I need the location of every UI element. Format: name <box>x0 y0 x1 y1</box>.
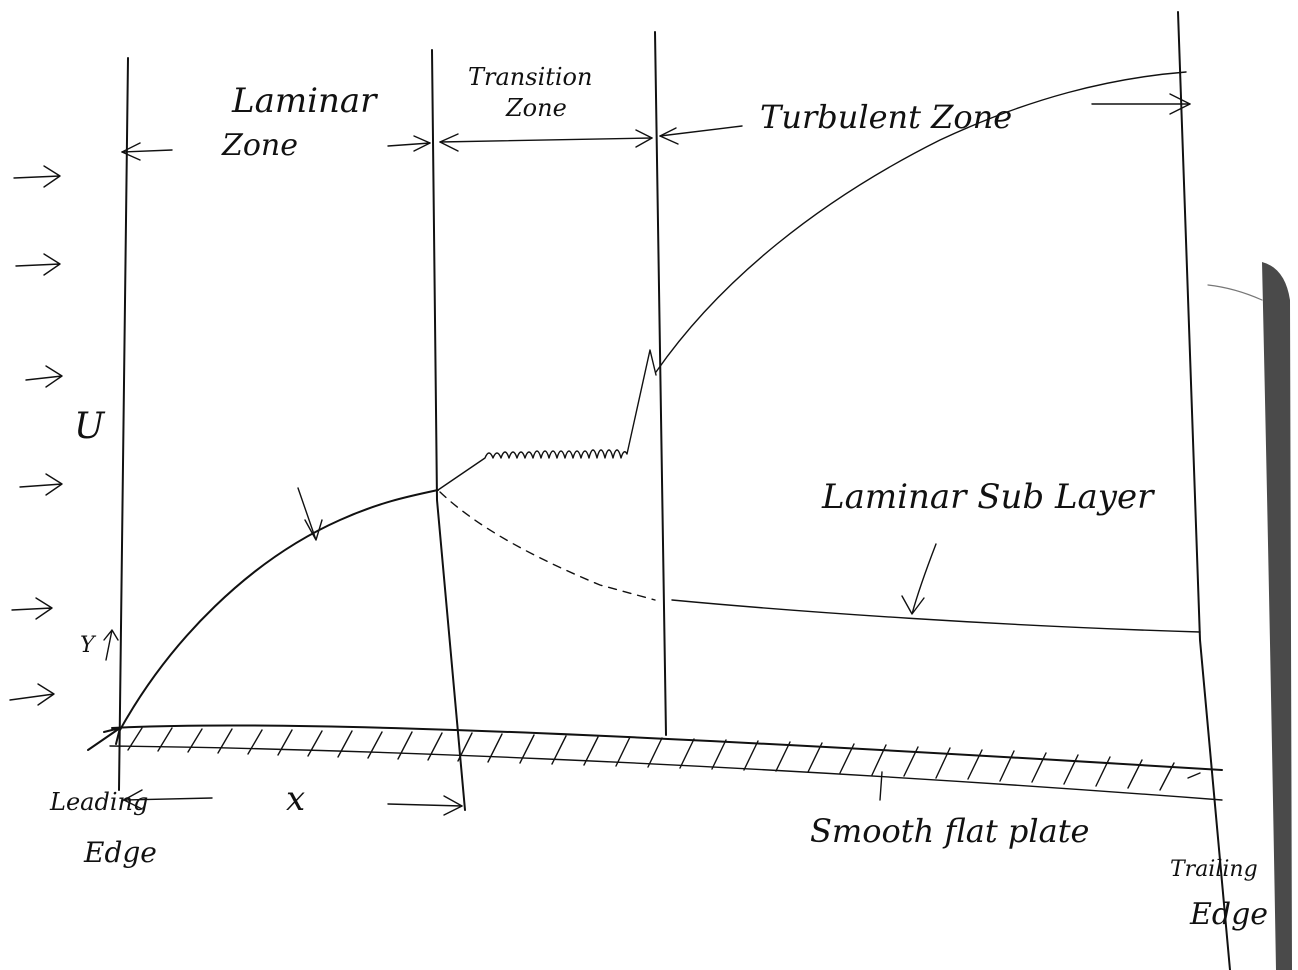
zone-dimension-arrows <box>121 93 1191 161</box>
paper-shadow <box>1207 262 1292 970</box>
right-arrow-icon <box>15 253 61 276</box>
x-axis-label: x <box>286 779 305 819</box>
y-axis-label: Y <box>80 633 97 658</box>
zone-dividers <box>118 11 1231 970</box>
smooth-flat-plate <box>109 724 1223 801</box>
right-arrow-icon <box>13 165 61 188</box>
x-dimension-arrows <box>123 789 463 816</box>
sub-layer-pointer <box>901 543 937 615</box>
laminar-sub-layer-label: Laminar Sub Layer <box>821 477 1155 517</box>
plate-hatching <box>127 727 1201 791</box>
trailing-edge-line <box>1177 11 1231 970</box>
trailing-edge-label-line1: Trailing <box>1170 857 1258 882</box>
transition-turbulent-divider <box>654 31 667 736</box>
transition-zone-label-line2: Zone <box>505 94 567 122</box>
laminar-zone-label-line2: Zone <box>221 128 298 163</box>
laminar-transition-divider <box>431 49 466 811</box>
boundary-layer-curve <box>119 71 1187 731</box>
leading-edge-label-line2: Edge <box>83 836 157 869</box>
velocity-label: U <box>74 406 106 447</box>
transition-zone-label-line1: Transition <box>468 63 592 91</box>
transition-wavy-curve <box>437 349 657 491</box>
laminar-profile-pointer <box>297 487 323 541</box>
right-arrow-icon <box>25 365 63 388</box>
turbulent-zone-label: Turbulent Zone <box>760 98 1012 136</box>
leading-edge-marker <box>87 727 121 751</box>
right-arrow-icon <box>19 473 63 496</box>
plate-label-pointer <box>879 771 883 801</box>
leading-edge-line <box>118 57 129 791</box>
right-arrow-icon <box>9 683 55 706</box>
leading-edge-label-line1: Leading <box>49 788 148 816</box>
laminar-sub-layer <box>439 491 1201 633</box>
sub-layer-dashed <box>439 491 656 601</box>
smooth-flat-plate-label: Smooth flat plate <box>810 812 1089 850</box>
trailing-edge-label-line2: Edge <box>1189 897 1268 932</box>
laminar-boundary-curve <box>119 489 439 731</box>
y-axis-arrow <box>103 629 119 661</box>
free-stream-arrows <box>9 165 63 706</box>
turbulent-boundary-curve <box>655 71 1187 373</box>
laminar-zone-label-line1: Laminar <box>231 81 378 121</box>
right-arrow-icon <box>11 597 53 620</box>
sub-layer-solid <box>671 599 1201 633</box>
